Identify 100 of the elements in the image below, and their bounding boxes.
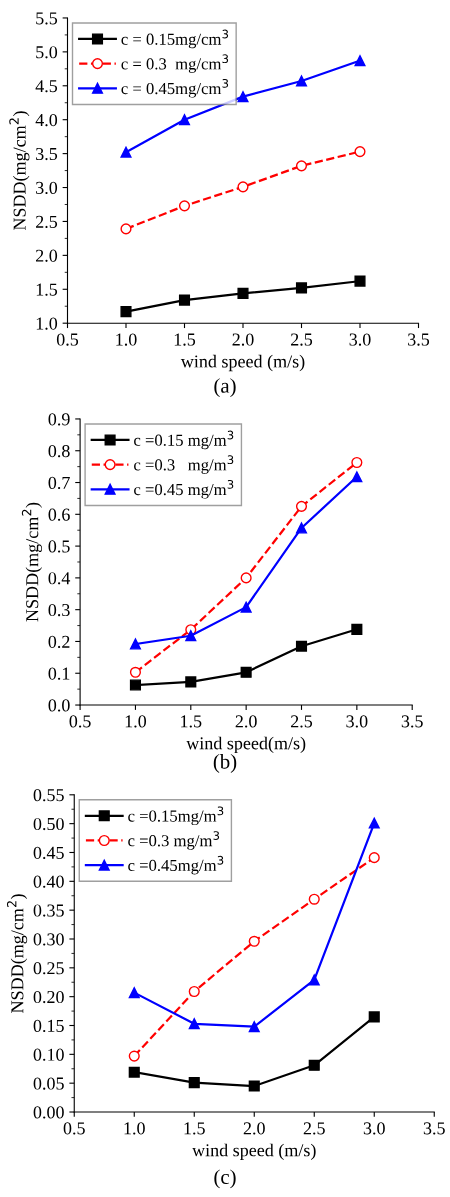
y-tick-label: 0.20 [33,990,64,1004]
y-tick-label: 0.25 [33,962,64,975]
legend-label: c =0.45 mg/m$^{3}$ [134,479,234,499]
point [128,1050,140,1062]
point [120,146,132,158]
x-tick-label: 3.0 [349,333,371,346]
text: (a) [214,378,236,398]
point [237,181,249,193]
y-tick-label: 3.0 [36,181,58,195]
legend-label: c =0.45mg/m$^{3}$ [128,855,224,875]
point [354,275,366,287]
point [129,638,142,650]
point [129,679,142,691]
x-tick-label: 3.5 [408,333,430,346]
y-tick-label: 0.8 [48,444,70,458]
y-tick-label: 0.55 [33,789,64,802]
point [240,572,252,584]
point [178,114,191,126]
x-tick-label: 1.0 [124,1122,145,1135]
y-tick-label: 4.5 [35,80,58,93]
legend-label: c = 0.15mg/cm$^{3}$ [121,29,229,49]
point [185,676,197,688]
x-axis-title: wind speed(m/s) [186,736,306,754]
y-tick-label: 5.0 [36,46,58,59]
point [237,287,249,299]
x-tick-label: 0.5 [56,333,79,346]
point [308,974,320,986]
y-tick-label: 0.4 [48,572,71,585]
x-tick-label: 2.5 [303,1122,325,1135]
legend-label: c = 0.3 mg/cm$^{3}$ [121,54,229,73]
y-axis-title: NSDD(mg/cm$^{2}$) [6,894,28,1013]
legend-label: c = 0.45mg/cm$^{3}$ [121,78,229,98]
point [354,55,366,67]
x-tick-label: 3.0 [346,715,368,728]
x-tick-label: 3.0 [363,1122,385,1135]
x-tick-label: 1.5 [181,715,202,728]
x-tick-label: 1.0 [116,333,137,346]
x-tick-label: 1.5 [174,333,196,346]
point [129,666,142,678]
y-tick-label: 5.5 [36,12,58,25]
x-tick-label: 1.0 [125,715,147,728]
y-tick-label: 2.5 [36,215,58,228]
y-tick-label: 0.15 [33,1019,64,1033]
text: (c) [214,1169,236,1189]
y-tick-label: 0.40 [33,875,64,888]
y-tick-label: 0.6 [48,508,70,521]
y-tick-label: 0.0 [48,699,70,712]
y-tick-label: 0.5 [48,540,70,553]
x-tick-label: 2.0 [235,715,257,728]
y-tick-label: 1.5 [36,283,58,296]
x-tick-label: 2.0 [232,333,254,346]
y-tick-label: 3.5 [36,147,58,161]
x-tick-label: 3.5 [423,1122,445,1135]
y-axis-title: NSDD(mg/cm$^{2}$) [9,111,30,231]
point [240,601,252,613]
y-tick-label: 0.1 [48,667,70,680]
point [308,893,320,905]
point [308,1059,320,1071]
y-tick-label: 1.0 [36,317,58,330]
y-tick-label: 0.9 [48,413,70,426]
x-tick-label: 0.5 [63,1122,85,1135]
y-tick-label: 0.3 [48,603,70,617]
text: (b) [213,754,237,773]
point [295,500,308,512]
y-tick-label: 0.35 [33,904,64,917]
point [248,1080,260,1092]
point [295,640,308,652]
y-tick-label: 0.7 [48,476,70,490]
point [128,1066,140,1078]
point [368,1011,380,1023]
y-tick-label: 0.50 [33,817,64,831]
point [354,146,366,158]
point [237,91,249,103]
point [295,522,308,534]
x-tick-label: 2.0 [243,1122,265,1135]
point [351,456,363,469]
point [295,75,308,87]
point [248,935,260,947]
point [188,1077,200,1089]
x-axis-title: wind speed (m/s) [180,354,305,372]
point [188,1018,200,1030]
point [120,223,132,235]
point [178,294,191,306]
x-tick-label: 3.5 [401,715,423,728]
x-tick-label: 0.5 [69,715,91,728]
point [295,282,308,294]
point [295,160,308,172]
x-tick-label: 2.5 [291,333,313,346]
y-tick-label: 0.00 [33,1106,64,1119]
point [351,623,363,635]
y-tick-label: 2.0 [36,249,58,262]
y-tick-label: 0.10 [33,1048,64,1061]
legend-label: c =0.15 mg/m$^{3}$ [134,430,234,450]
y-tick-label: 4.0 [35,113,58,127]
point [368,852,380,864]
y-tick-label: 0.05 [33,1077,64,1090]
legend-label: c =0.15mg/m$^{3}$ [128,806,224,826]
x-axis-title: wind speed (m/s) [192,1143,316,1161]
legend-label: c =0.3 mg/m$^{3}$ [128,831,220,850]
point [178,200,191,212]
